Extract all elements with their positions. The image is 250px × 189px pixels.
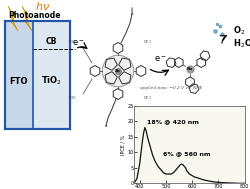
Bar xyxy=(5,21,33,129)
Text: FTO: FTO xyxy=(10,77,28,85)
Polygon shape xyxy=(8,6,18,31)
Text: Zn: Zn xyxy=(114,69,120,73)
Text: e$^-$: e$^-$ xyxy=(71,38,84,48)
Text: Ru: Ru xyxy=(186,67,192,71)
Polygon shape xyxy=(22,6,32,31)
Text: Photoanode: Photoanode xyxy=(9,12,61,20)
Text: H$_2$O: H$_2$O xyxy=(232,38,250,50)
Text: o: o xyxy=(104,124,107,128)
Text: CB: CB xyxy=(45,36,56,46)
Text: 18% @ 420 nm: 18% @ 420 nm xyxy=(147,119,199,124)
Text: O$_2$: O$_2$ xyxy=(232,25,244,37)
Text: 6% @ 560 nm: 6% @ 560 nm xyxy=(162,151,210,156)
Text: F$_3$C: F$_3$C xyxy=(68,94,77,102)
Text: CF$_3$: CF$_3$ xyxy=(142,94,151,102)
Bar xyxy=(5,21,70,129)
Text: e$^-$: e$^-$ xyxy=(153,54,166,64)
Text: $h\nu$: $h\nu$ xyxy=(35,0,50,12)
Text: CF$_3$: CF$_3$ xyxy=(142,38,151,46)
Text: F$_3$C: F$_3$C xyxy=(68,38,77,46)
Bar xyxy=(33,21,70,129)
Polygon shape xyxy=(102,55,133,87)
Y-axis label: IPCE / %: IPCE / % xyxy=(120,135,126,155)
Text: o: o xyxy=(130,12,133,16)
Text: applied bias: −0.2 V vs. NHE: applied bias: −0.2 V vs. NHE xyxy=(140,86,202,90)
Text: TiO$_2$: TiO$_2$ xyxy=(40,75,61,87)
